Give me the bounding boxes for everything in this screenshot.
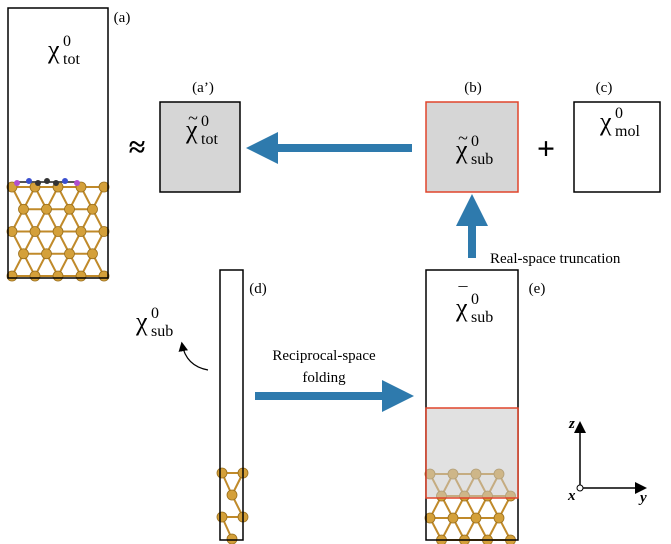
symbol-base: χ — [455, 135, 468, 164]
symbol-sub: tot — [63, 51, 80, 68]
symbol-sub: sub — [471, 151, 493, 168]
symbol-base: χ — [47, 35, 60, 64]
panel-a2-box — [160, 102, 240, 192]
symbol-sup: 0 — [151, 305, 159, 322]
truncation-region — [426, 408, 518, 498]
symbol-base: χ — [185, 115, 198, 144]
arrow-label: Reciprocal-space — [272, 348, 376, 364]
atom — [42, 249, 52, 259]
symbol-sub: mol — [615, 123, 640, 140]
molecule-atom — [44, 178, 50, 184]
atom — [65, 249, 75, 259]
atom — [227, 490, 237, 500]
molecule-atom — [35, 180, 41, 186]
x-axis — [577, 485, 583, 491]
symbol-sub: tot — [201, 131, 218, 148]
symbol-sup: 0 — [201, 113, 209, 130]
operator: + — [537, 130, 555, 166]
operator: ≈ — [129, 131, 145, 164]
symbol-sup: 0 — [471, 291, 479, 308]
atom — [42, 204, 52, 214]
atom — [76, 227, 86, 237]
panel-label: (e) — [529, 281, 546, 297]
symbol-sub: sub — [471, 309, 493, 326]
atom — [53, 271, 63, 281]
molecule-atom — [74, 180, 80, 186]
arrow-label: folding — [302, 370, 346, 386]
symbol-sup: 0 — [471, 133, 479, 150]
panel-label: (d) — [249, 281, 267, 297]
symbol-sup: 0 — [63, 33, 71, 50]
atom — [76, 271, 86, 281]
atom — [65, 204, 75, 214]
symbol-base: χ — [135, 307, 148, 336]
atom — [30, 271, 40, 281]
symbol-base: χ — [455, 293, 468, 322]
molecule-atom — [53, 180, 59, 186]
symbol-base: χ — [599, 107, 612, 136]
atom — [88, 249, 98, 259]
panel-label: (b) — [464, 80, 482, 96]
symbol-sup: 0 — [615, 105, 623, 122]
atom — [471, 513, 481, 523]
molecule-atom — [62, 178, 68, 184]
atom — [217, 512, 227, 522]
atom — [448, 513, 458, 523]
figure: z x y ≈ + Real-space truncation Reciproc… — [0, 0, 671, 544]
atom — [217, 468, 227, 478]
atom — [19, 204, 29, 214]
atom — [53, 227, 63, 237]
atom — [88, 204, 98, 214]
atom — [19, 249, 29, 259]
atom — [227, 534, 237, 544]
molecule-atom — [14, 180, 20, 186]
panel-label: (c) — [596, 80, 613, 96]
molecule-atom — [26, 178, 32, 184]
symbol-sub: sub — [151, 323, 173, 340]
panel-label: (a’) — [192, 80, 214, 96]
axis-label: z — [568, 416, 575, 432]
atom — [494, 513, 504, 523]
atom — [30, 227, 40, 237]
axis-label: x — [567, 488, 576, 504]
panel-label: (a) — [114, 10, 131, 26]
curved-arrow — [182, 344, 208, 370]
arrow-label: Real-space truncation — [490, 251, 621, 267]
axis-label: y — [638, 490, 647, 506]
